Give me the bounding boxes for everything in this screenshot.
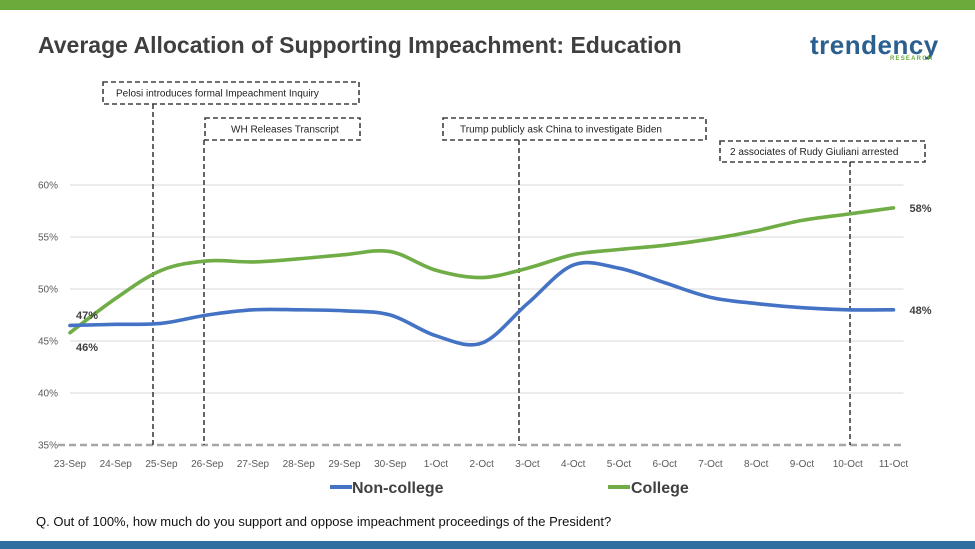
y-tick-label: 35% bbox=[38, 441, 58, 452]
y-tick-label: 55% bbox=[38, 233, 58, 244]
x-tick-label: 5-Oct bbox=[607, 459, 632, 470]
y-tick-label: 40% bbox=[38, 389, 58, 400]
x-tick-label: 27-Sep bbox=[237, 459, 270, 470]
x-tick-label: 30-Sep bbox=[374, 459, 407, 470]
annotation-box bbox=[204, 117, 361, 141]
x-tick-label: 26-Sep bbox=[191, 459, 224, 470]
survey-question: Q. Out of 100%, how much do you support … bbox=[36, 514, 612, 529]
annotation-box bbox=[442, 117, 707, 141]
x-tick-label: 23-Sep bbox=[54, 459, 87, 470]
college-start-label: 46% bbox=[76, 342, 98, 354]
x-tick-label: 3-Oct bbox=[515, 459, 540, 470]
annotation-box bbox=[102, 81, 360, 105]
college-end-label: 58% bbox=[910, 203, 932, 215]
legend-label-college: College bbox=[631, 480, 689, 497]
x-tick-label: 7-Oct bbox=[698, 459, 723, 470]
annotation-box bbox=[719, 140, 926, 163]
x-tick-label: 10-Oct bbox=[833, 459, 863, 470]
series-line-noncollege bbox=[68, 260, 896, 347]
bottom-accent-bar bbox=[0, 541, 975, 549]
annotation-text: Trump publicly ask China to investigate … bbox=[460, 125, 662, 136]
x-tick-label: 25-Sep bbox=[145, 459, 178, 470]
annotation-text: Pelosi introduces formal Impeachment Inq… bbox=[116, 89, 319, 100]
x-tick-label: 1-Oct bbox=[424, 459, 449, 470]
x-tick-label: 24-Sep bbox=[100, 459, 133, 470]
x-tick-label: 8-Oct bbox=[744, 459, 769, 470]
y-tick-label: 60% bbox=[38, 181, 58, 192]
x-tick-label: 9-Oct bbox=[790, 459, 815, 470]
logo-subtitle: RESEARCH bbox=[890, 56, 934, 62]
top-accent-bar bbox=[0, 0, 975, 10]
x-tick-label: 4-Oct bbox=[561, 459, 586, 470]
trendency-logo: trendency RESEARCH bbox=[810, 30, 950, 70]
x-tick-label: 28-Sep bbox=[283, 459, 316, 470]
x-tick-label: 11-Oct bbox=[879, 459, 908, 470]
x-tick-label: 29-Sep bbox=[328, 459, 361, 470]
annotation-text: 2 associates of Rudy Giuliani arrested bbox=[730, 147, 898, 158]
y-tick-label: 50% bbox=[38, 285, 58, 296]
noncollege-start-label: 47% bbox=[76, 310, 98, 322]
y-tick-label: 45% bbox=[38, 337, 58, 348]
legend-label-noncollege: Non-college bbox=[352, 480, 444, 497]
x-tick-label: 6-Oct bbox=[653, 459, 678, 470]
chart-title: Average Allocation of Supporting Impeach… bbox=[38, 32, 682, 58]
logo-wordmark: trendency bbox=[810, 30, 939, 60]
x-tick-label: 2-Oct bbox=[470, 459, 495, 470]
annotation-text: WH Releases Transcript bbox=[231, 125, 339, 136]
noncollege-end-label: 48% bbox=[910, 305, 932, 317]
series-line-college bbox=[68, 206, 896, 335]
